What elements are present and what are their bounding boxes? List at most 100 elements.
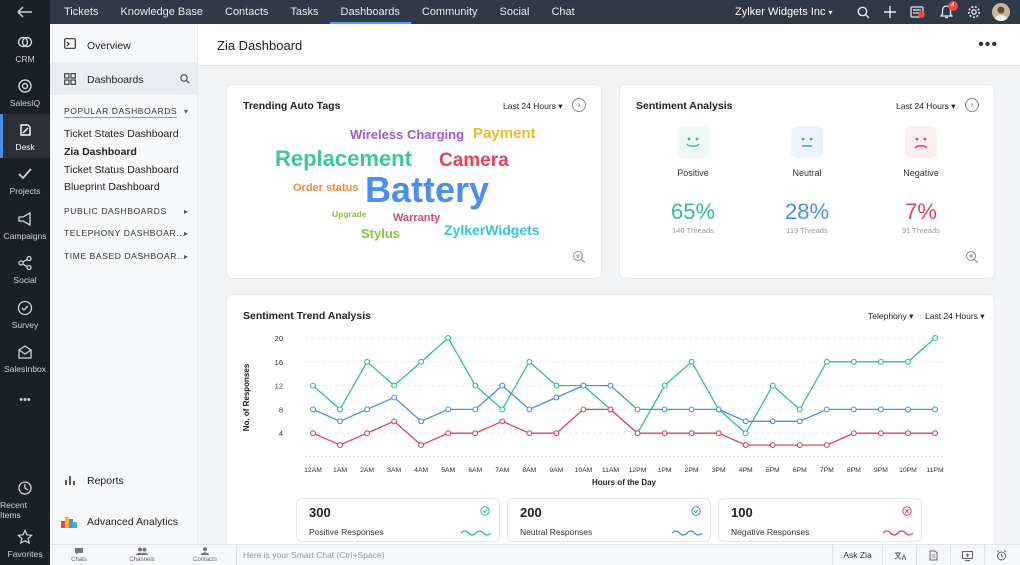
translate-icon[interactable] bbox=[882, 545, 916, 565]
rail-label: Survey bbox=[11, 319, 39, 330]
contacts-button[interactable]: Contacts bbox=[185, 547, 225, 563]
rail-item-projects[interactable]: Projects bbox=[0, 158, 50, 202]
zoom-icon[interactable] bbox=[965, 250, 979, 264]
data-point bbox=[472, 406, 479, 413]
data-point bbox=[823, 406, 830, 413]
recent-items-button[interactable]: Recent Items bbox=[0, 477, 50, 521]
tab-contacts[interactable]: Contacts bbox=[225, 6, 269, 18]
data-point bbox=[499, 382, 506, 389]
chats-button[interactable]: Chats bbox=[59, 547, 99, 563]
advanced-analytics-link[interactable]: Advanced Analytics bbox=[50, 510, 198, 534]
tab-tasks[interactable]: Tasks bbox=[290, 6, 319, 18]
tab-community[interactable]: Community bbox=[421, 6, 478, 18]
dashboards-link[interactable]: Dashboards bbox=[50, 62, 198, 95]
notes-icon[interactable] bbox=[916, 545, 950, 565]
range-dropdown[interactable]: Last 24 Hours ▾ bbox=[925, 311, 985, 322]
tag-word[interactable]: Payment bbox=[473, 125, 536, 142]
smile-icon bbox=[677, 126, 709, 158]
screen-icon[interactable] bbox=[950, 545, 984, 565]
more-options-button[interactable]: ••• bbox=[978, 36, 998, 53]
y-axis-title: No. of Responses bbox=[242, 363, 251, 431]
rail-label: SalesInbox bbox=[3, 363, 47, 374]
bb-label: Chats bbox=[71, 557, 87, 563]
range-dropdown[interactable]: Last 24 Hours ▾ bbox=[896, 101, 956, 112]
sidebar-item-ticket-status[interactable]: Ticket Status Dashboard bbox=[64, 164, 179, 176]
tab-chat[interactable]: Chat bbox=[551, 6, 575, 18]
rail-item-crm[interactable]: CRM bbox=[0, 26, 50, 70]
rail-item-salesiq[interactable]: SalesIQ bbox=[0, 70, 50, 114]
channel-dropdown[interactable]: Telephony ▾ bbox=[868, 311, 913, 322]
smart-chat-input[interactable]: Here is your Smart Chat (Ctrl+Space) bbox=[236, 545, 833, 565]
data-point bbox=[364, 430, 371, 437]
tag-word[interactable]: Camera bbox=[439, 150, 509, 171]
sidebar-item-zia-dashboard[interactable]: Zia Dashboard bbox=[64, 146, 137, 158]
data-point bbox=[850, 406, 857, 413]
advanced-analytics-label: Advanced Analytics bbox=[87, 516, 179, 528]
data-point bbox=[499, 418, 506, 425]
sidebar-item-blueprint[interactable]: Blueprint Dashboard bbox=[64, 181, 160, 193]
search-icon[interactable] bbox=[855, 4, 871, 20]
data-point bbox=[661, 406, 668, 413]
tag-word[interactable]: Upgrade bbox=[332, 209, 367, 219]
popular-dashboards-section[interactable]: POPULAR DASHBOARDS ▾ bbox=[50, 104, 198, 118]
sidebar-item-ticket-states[interactable]: Ticket States Dashboard bbox=[64, 128, 179, 140]
overview-link[interactable]: Overview bbox=[50, 24, 198, 62]
data-point bbox=[445, 335, 452, 341]
rail-item-desk[interactable]: Desk bbox=[0, 114, 50, 158]
add-icon[interactable] bbox=[882, 4, 898, 20]
rail-item-salesinbox[interactable]: SalesInbox bbox=[0, 336, 50, 380]
sentiment-label: Negative bbox=[903, 168, 939, 178]
tab-dashboards[interactable]: Dashboards bbox=[330, 0, 411, 24]
sentiment-label: Positive bbox=[677, 168, 709, 178]
tag-word[interactable]: Order status bbox=[293, 182, 359, 194]
bb-label: Contacts bbox=[193, 557, 217, 563]
tag-word[interactable]: Battery bbox=[365, 169, 490, 210]
more-apps-button[interactable]: ••• bbox=[19, 394, 31, 406]
projects-icon bbox=[16, 165, 34, 183]
bell-icon[interactable]: 4 bbox=[938, 1, 958, 20]
data-point bbox=[391, 382, 398, 389]
rail-label: Recent Items bbox=[0, 499, 27, 520]
tab-tickets[interactable]: Tickets bbox=[64, 6, 99, 18]
gear-icon[interactable] bbox=[966, 4, 982, 20]
data-point bbox=[769, 382, 776, 389]
check-circle-icon bbox=[691, 505, 701, 519]
data-point bbox=[877, 430, 884, 437]
telephony-dashboards-section[interactable]: TELEPHONY DASHBOAR... ▸ bbox=[50, 226, 198, 240]
tag-word[interactable]: Wireless Charging bbox=[350, 127, 465, 142]
tab-social[interactable]: Social bbox=[499, 6, 530, 18]
data-point bbox=[932, 430, 938, 437]
rail-item-survey[interactable]: Survey bbox=[0, 292, 50, 336]
zoom-icon[interactable] bbox=[572, 250, 586, 264]
bb-label: Channels bbox=[129, 557, 155, 563]
data-point bbox=[688, 358, 695, 365]
data-point bbox=[688, 406, 695, 413]
tag-word[interactable]: Warranty bbox=[393, 212, 441, 224]
avatar[interactable] bbox=[992, 3, 1010, 21]
channels-button[interactable]: Channels bbox=[122, 547, 162, 563]
rail-item-social[interactable]: Social bbox=[0, 247, 50, 291]
tickets-queue-icon[interactable] bbox=[909, 4, 925, 20]
chevron-right-icon[interactable]: › bbox=[965, 98, 979, 112]
range-dropdown[interactable]: Last 24 Hours ▾ bbox=[503, 101, 563, 112]
public-dashboards-section[interactable]: PUBLIC DASHBOARDS ▸ bbox=[50, 204, 198, 218]
tab-knowledge-base[interactable]: Knowledge Base bbox=[120, 6, 203, 18]
menu-icon[interactable] bbox=[17, 5, 33, 19]
data-point bbox=[742, 430, 749, 437]
tag-word[interactable]: Replacement bbox=[275, 146, 412, 171]
timebased-dashboards-section[interactable]: TIME BASED DASHBOAR... ▸ bbox=[50, 249, 198, 263]
tag-word[interactable]: Stylus bbox=[361, 226, 401, 241]
rail-item-campaigns[interactable]: Campaigns bbox=[0, 203, 50, 247]
data-point bbox=[526, 358, 533, 365]
data-point bbox=[364, 358, 371, 365]
chevron-right-icon[interactable]: › bbox=[572, 98, 586, 112]
reports-link[interactable]: Reports bbox=[50, 468, 198, 494]
org-switcher[interactable]: Zylker Widgets Inc ▾ bbox=[735, 0, 833, 24]
page-title: Zia Dashboard bbox=[217, 38, 303, 53]
tag-word[interactable]: ZylkerWidgets bbox=[444, 222, 540, 238]
alarm-clock-icon[interactable] bbox=[984, 545, 1018, 565]
data-point bbox=[310, 382, 316, 389]
favorites-button[interactable]: Favorites bbox=[0, 521, 50, 565]
search-icon[interactable] bbox=[180, 73, 190, 87]
ask-zia-button[interactable]: Ask Zia bbox=[832, 545, 882, 565]
